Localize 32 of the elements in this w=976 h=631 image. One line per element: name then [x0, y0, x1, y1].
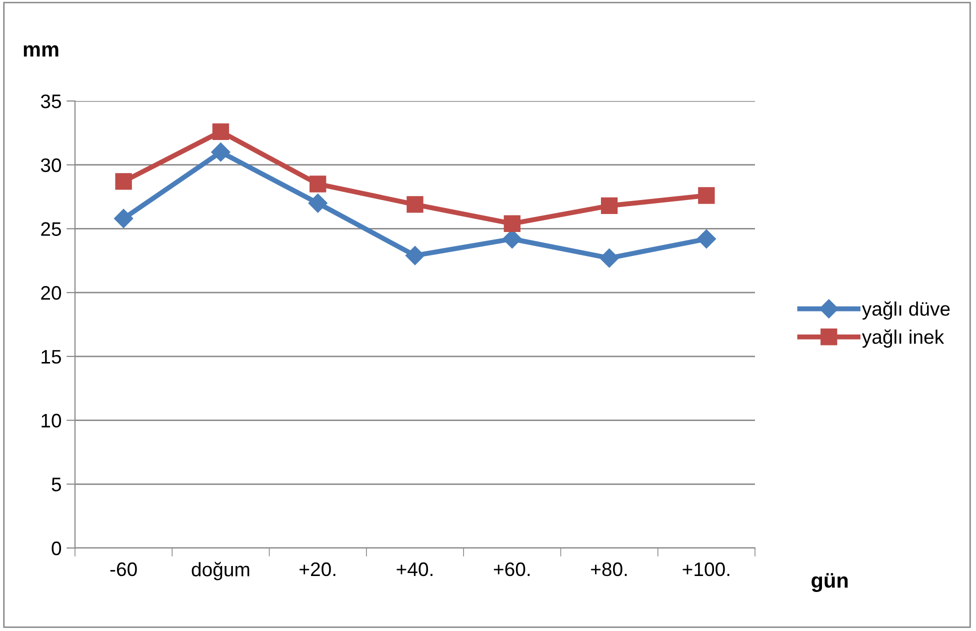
point — [698, 187, 715, 204]
point — [504, 215, 520, 232]
legend-label: yağlı inek — [862, 329, 944, 348]
point — [406, 196, 424, 213]
x-tick-label: +100. — [682, 562, 730, 576]
y-tick-label: 10 — [42, 414, 62, 428]
point — [212, 123, 230, 140]
y-tick-label: 0 — [52, 541, 62, 556]
y-tick-label: 25 — [41, 222, 61, 236]
point — [114, 208, 134, 228]
y-tick-label: 35 — [40, 94, 61, 108]
y-tick-label: 20 — [41, 286, 62, 300]
x-tick-label: +60. — [494, 562, 530, 576]
y-tick-label: 30 — [40, 158, 62, 172]
x-tick-label: -60 — [110, 562, 137, 576]
point — [696, 229, 716, 248]
point — [600, 197, 618, 214]
y-axis-title: mm — [24, 45, 58, 56]
legend-label: yağlı düve — [862, 301, 950, 320]
y-tick-label: 5 — [52, 478, 61, 492]
point — [115, 173, 132, 190]
x-tick-label: doğum — [192, 562, 250, 580]
x-tick-label: +40. — [396, 562, 432, 576]
point — [211, 142, 230, 162]
x-tick-label: +20. — [300, 562, 336, 576]
point — [310, 176, 326, 192]
point — [600, 248, 619, 268]
x-tick-label: +80. — [591, 562, 627, 576]
point — [308, 194, 328, 213]
point — [405, 246, 425, 266]
x-axis-title: gün — [812, 573, 848, 592]
y-tick-label: 15 — [42, 350, 61, 364]
